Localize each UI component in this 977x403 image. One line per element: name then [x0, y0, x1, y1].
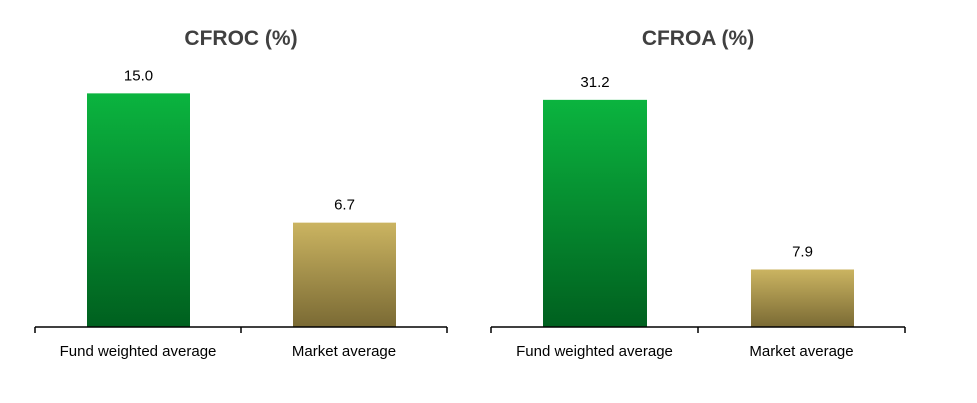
data-label-fund-weighted-average: 31.2	[580, 74, 609, 91]
chart-title: CFROC (%)	[184, 27, 297, 50]
chart-cfroa: CFROA (%) 31.2 7.9 Fund weighted average…	[490, 27, 906, 360]
data-label-fund-weighted-average: 15.0	[124, 67, 153, 84]
bar-market-average	[751, 269, 854, 327]
bar-fund-weighted-average	[87, 93, 190, 327]
bar-market-average	[293, 222, 396, 327]
tick-label-market-average: Market average	[292, 343, 396, 360]
tick-label-fund-weighted-average: Fund weighted average	[516, 343, 673, 360]
tick-label-market-average: Market average	[749, 343, 853, 360]
bar-fund-weighted-average	[543, 99, 647, 328]
tick-label-fund-weighted-average: Fund weighted average	[60, 343, 217, 360]
chart-title: CFROA (%)	[642, 27, 754, 50]
data-label-market-average: 6.7	[334, 197, 355, 214]
data-label-market-average: 7.9	[792, 243, 813, 260]
chart-cfroc: CFROC (%) 15.0 6.7 Fund weighted average…	[34, 27, 448, 360]
